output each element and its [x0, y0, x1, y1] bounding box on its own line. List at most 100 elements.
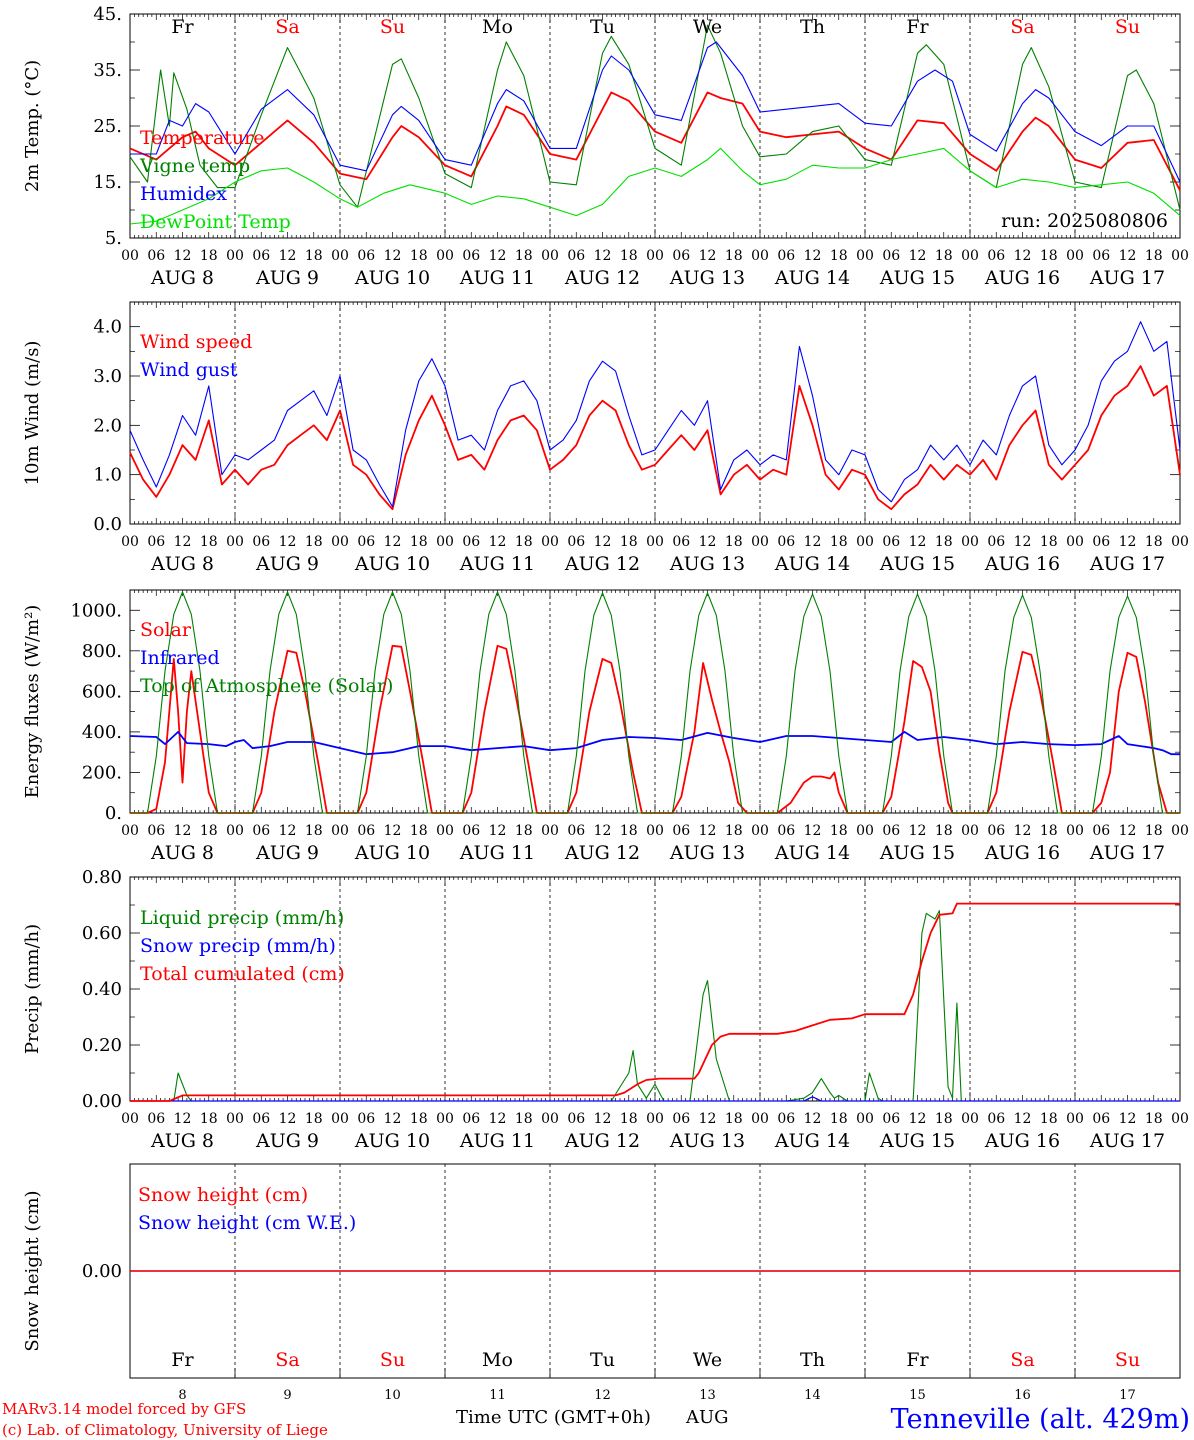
- series-line: [129, 365, 1181, 511]
- series-line: [130, 902, 1180, 1102]
- hour-tick-label: 06: [252, 1111, 270, 1127]
- hour-tick-label: 18: [935, 534, 953, 550]
- weekday-label: Fr: [906, 1349, 929, 1371]
- date-label: AUG 9: [255, 267, 319, 289]
- hour-tick-label: 00: [121, 1111, 139, 1127]
- date-label: AUG 17: [1089, 842, 1165, 864]
- y-tick-label: 0.00: [82, 1261, 122, 1282]
- y-tick-label: 0.80: [82, 867, 122, 888]
- weekday-label: Fr: [906, 16, 929, 38]
- y-tick-label: 0.0: [93, 514, 122, 535]
- hour-tick-label: 00: [541, 1111, 559, 1127]
- hour-tick-label: 06: [147, 248, 165, 264]
- hour-tick-label: 18: [620, 1111, 638, 1127]
- hour-tick-label: 00: [961, 823, 979, 839]
- hour-tick-label: 06: [987, 248, 1005, 264]
- hour-tick-label: 00: [226, 248, 244, 264]
- hour-tick-label: 06: [357, 823, 375, 839]
- weekday-label: Tu: [590, 1349, 615, 1371]
- hour-tick-label: 06: [147, 1111, 165, 1127]
- weekday-label: Sa: [1010, 1349, 1034, 1371]
- y-tick-label: 45.: [93, 4, 122, 25]
- legend-snow-precip: Snow precip (mm/h): [140, 935, 336, 957]
- hour-tick-label: 18: [1040, 534, 1058, 550]
- hour-tick-label: 18: [620, 534, 638, 550]
- weekday-label: Th: [800, 1349, 825, 1371]
- date-label: AUG 16: [984, 842, 1060, 864]
- hour-tick-label: 00: [1066, 823, 1084, 839]
- date-label: AUG 12: [564, 267, 640, 289]
- hour-tick-label: 00: [856, 823, 874, 839]
- weekday-label: Su: [380, 1349, 405, 1371]
- hour-tick-label: 18: [935, 1111, 953, 1127]
- hour-tick-label: 18: [725, 823, 743, 839]
- day-number-label: 13: [699, 1388, 716, 1403]
- y-tick-label: 5.: [105, 228, 122, 249]
- hour-tick-label: 06: [252, 823, 270, 839]
- hour-tick-label: 12: [909, 823, 927, 839]
- date-label: AUG 14: [774, 553, 850, 575]
- weekday-label: Mo: [482, 1349, 513, 1371]
- hour-tick-label: 00: [751, 248, 769, 264]
- hour-tick-label: 18: [935, 248, 953, 264]
- hour-tick-label: 12: [699, 823, 717, 839]
- hour-tick-label: 06: [777, 248, 795, 264]
- hour-tick-label: 06: [567, 1111, 585, 1127]
- date-label: AUG 8: [150, 267, 214, 289]
- hour-tick-label: 00: [1171, 1111, 1189, 1127]
- hour-tick-label: 06: [882, 1111, 900, 1127]
- date-label: AUG 16: [984, 1130, 1060, 1152]
- hour-tick-label: 12: [279, 248, 297, 264]
- date-label: AUG 15: [879, 267, 955, 289]
- weekday-label: Su: [380, 16, 405, 38]
- date-label: AUG 17: [1089, 553, 1165, 575]
- legend-vigne-temp: Vigne temp: [139, 155, 250, 177]
- hour-tick-label: 00: [751, 534, 769, 550]
- hour-tick-label: 18: [305, 823, 323, 839]
- date-label: AUG 12: [564, 553, 640, 575]
- weekday-label: Th: [800, 16, 825, 38]
- hour-tick-label: 12: [174, 534, 192, 550]
- hour-tick-label: 06: [987, 534, 1005, 550]
- y-tick-label: 15.: [93, 172, 122, 193]
- y-axis-title: Energy fluxes (W/m²): [22, 605, 43, 799]
- hour-tick-label: 00: [1066, 1111, 1084, 1127]
- day-number-label: 12: [594, 1388, 611, 1403]
- hour-tick-label: 00: [541, 248, 559, 264]
- hour-tick-label: 12: [594, 534, 612, 550]
- hour-tick-label: 06: [672, 248, 690, 264]
- legend-dewpoint: DewPoint Temp: [140, 211, 291, 233]
- date-label: AUG 12: [564, 842, 640, 864]
- date-label: AUG 9: [255, 1130, 319, 1152]
- hour-tick-label: 00: [331, 534, 349, 550]
- hour-tick-label: 06: [357, 1111, 375, 1127]
- y-tick-label: 1.0: [93, 465, 122, 486]
- date-label: AUG 15: [879, 553, 955, 575]
- hour-tick-label: 00: [436, 248, 454, 264]
- date-label: AUG 11: [459, 553, 535, 575]
- date-label: AUG 16: [984, 553, 1060, 575]
- hour-tick-label: 12: [699, 248, 717, 264]
- y-tick-label: 800.: [82, 641, 122, 662]
- y-tick-label: 400.: [82, 722, 122, 743]
- hour-tick-label: 18: [1040, 248, 1058, 264]
- hour-tick-label: 06: [1092, 534, 1110, 550]
- hour-tick-label: 12: [279, 534, 297, 550]
- y-tick-label: 0.00: [82, 1091, 122, 1112]
- xaxis-title: Time UTC (GMT+0h): [456, 1407, 651, 1428]
- weekday-label: Sa: [275, 1349, 299, 1371]
- date-label: AUG 11: [459, 1130, 535, 1152]
- hour-tick-label: 06: [462, 248, 480, 264]
- hour-tick-label: 06: [777, 534, 795, 550]
- hour-tick-label: 06: [882, 534, 900, 550]
- date-label: AUG 9: [255, 553, 319, 575]
- hour-tick-label: 12: [384, 248, 402, 264]
- legend-toa-solar: Top of Atmosphere (Solar): [140, 675, 393, 697]
- hour-tick-label: 06: [987, 823, 1005, 839]
- hour-tick-label: 00: [856, 248, 874, 264]
- lab-credit: (c) Lab. of Climatology, University of L…: [2, 1421, 328, 1439]
- day-number-label: 11: [489, 1388, 506, 1403]
- weekday-label: We: [693, 16, 722, 38]
- weekday-label: Fr: [171, 16, 194, 38]
- y-tick-label: 0.60: [82, 923, 122, 944]
